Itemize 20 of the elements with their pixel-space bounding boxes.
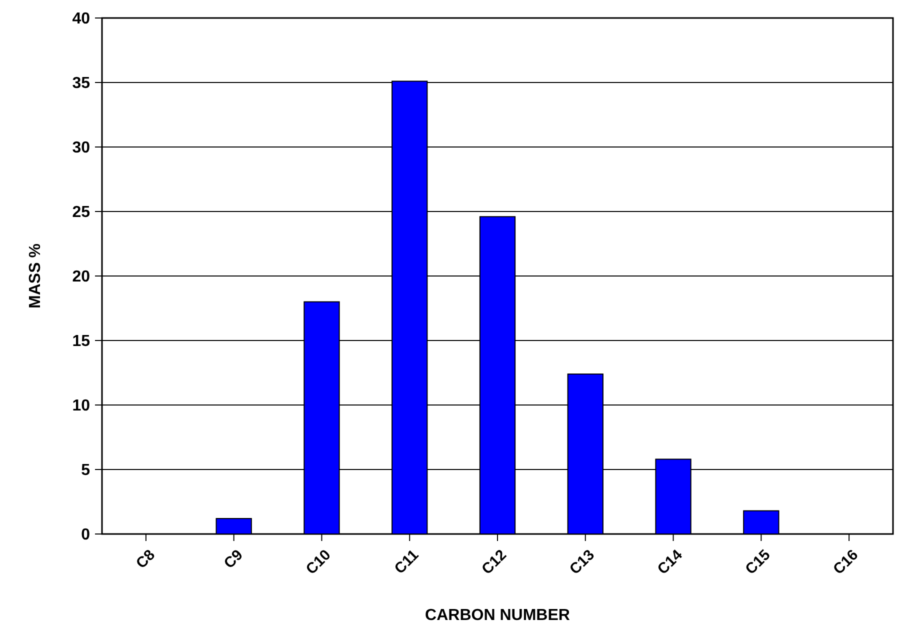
y-tick-label: 30 bbox=[72, 140, 90, 157]
y-tick-label: 25 bbox=[72, 204, 90, 222]
y-tick-label: 5 bbox=[81, 462, 90, 480]
x-tick-label: C14 bbox=[654, 546, 686, 578]
y-tick-label: 35 bbox=[72, 75, 90, 92]
x-tick-label: C11 bbox=[391, 546, 422, 578]
x-tick-label: C9 bbox=[220, 546, 246, 572]
x-tick-label: C8 bbox=[132, 546, 158, 572]
y-tick-label: 15 bbox=[72, 333, 90, 350]
x-tick-label: C16 bbox=[830, 546, 862, 578]
y-tick-label: 10 bbox=[72, 398, 90, 415]
x-tick-label: C13 bbox=[566, 546, 598, 578]
x-tick-label: C10 bbox=[302, 546, 334, 578]
y-tick-label: 0 bbox=[81, 526, 90, 544]
y-tick-label: 20 bbox=[72, 268, 90, 286]
y-tick-label: 40 bbox=[72, 10, 90, 28]
x-tick-label: C12 bbox=[478, 546, 510, 578]
x-tick-label: C15 bbox=[742, 546, 774, 578]
x-axis-title: CARBON NUMBER bbox=[425, 607, 570, 624]
y-axis-title: MASS % bbox=[27, 244, 44, 308]
